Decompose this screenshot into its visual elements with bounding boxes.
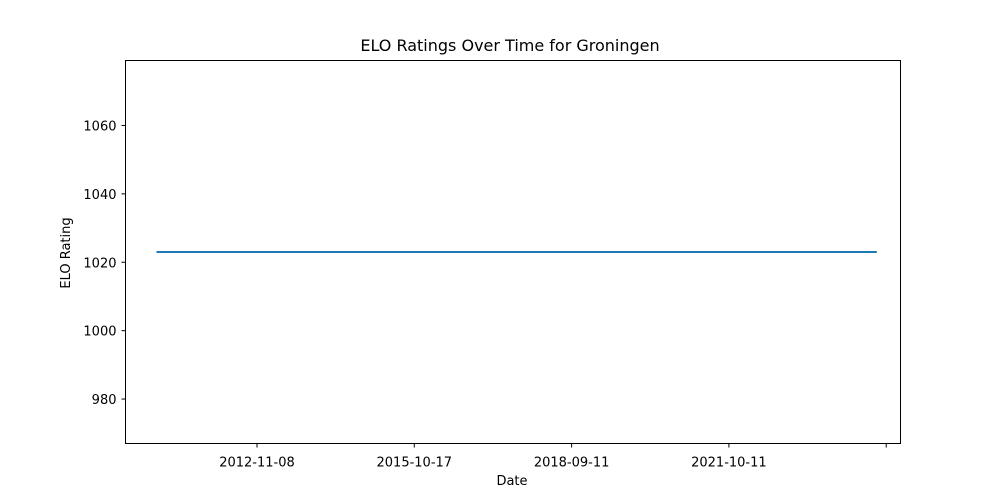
y-tick-label: 1040	[83, 188, 116, 203]
x-tick-label: 2018-09-11	[534, 456, 610, 471]
plot-frame	[125, 60, 901, 444]
y-axis-label: ELO Rating	[59, 217, 74, 288]
x-tick-label: 2021-10-11	[691, 456, 767, 471]
y-tick-label: 1000	[83, 325, 116, 340]
x-tick-label: 2012-11-08	[219, 456, 295, 471]
x-axis: 2012-11-08 2015-10-17 2018-09-11 2021-10-11	[219, 443, 887, 471]
x-axis-label: Date	[496, 474, 527, 489]
y-tick-label: 980	[92, 393, 117, 408]
plot-area	[125, 60, 901, 444]
y-tick-label: 1060	[83, 119, 116, 134]
y-tick-label: 1020	[83, 256, 116, 271]
y-axis: 980 1000 1020 1040 1060	[83, 119, 126, 408]
chart-title: ELO Ratings Over Time for Groningen	[360, 36, 659, 55]
x-tick-label: 2015-10-17	[377, 456, 453, 471]
